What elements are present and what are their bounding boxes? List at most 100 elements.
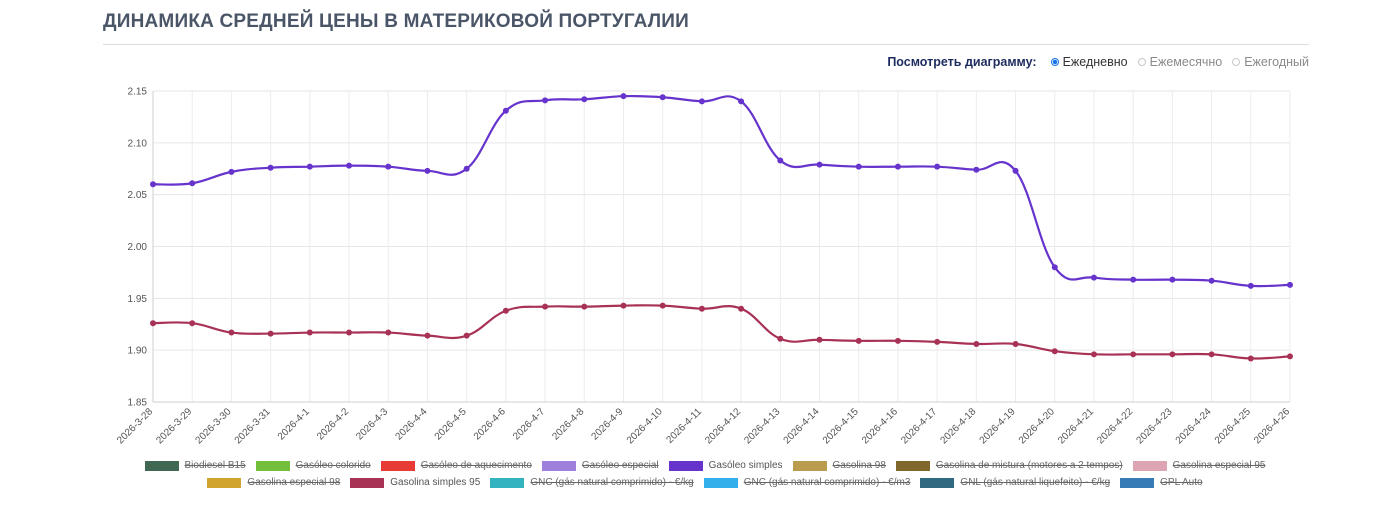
radio-monthly-label[interactable]: Ежемесячно <box>1149 55 1223 69</box>
x-tick-label: 2026-4-16 <box>860 406 900 446</box>
radio-yearly[interactable]: Ежегодный <box>1232 55 1309 69</box>
legend-swatch[interactable] <box>490 477 525 488</box>
data-point <box>150 181 156 188</box>
legend-label[interactable]: Gasóleo especial <box>581 460 659 471</box>
data-point <box>267 330 274 337</box>
legend-swatch[interactable] <box>920 477 955 488</box>
radio-daily[interactable]: Ежедневно <box>1050 55 1128 69</box>
radio-yearly-label[interactable]: Ежегодный <box>1244 55 1309 69</box>
radio-monthly[interactable]: Ежемесячно <box>1137 55 1223 69</box>
series-line <box>152 304 1291 360</box>
legend-item[interactable]: Gasóleo de aquecimento <box>380 460 532 471</box>
legend-label[interactable]: Gasóleo colorido <box>295 460 371 471</box>
radio-daily-dot[interactable] <box>1050 58 1059 66</box>
legend-label[interactable]: Gasóleo simples <box>708 460 783 471</box>
data-point <box>424 167 431 174</box>
data-point <box>816 161 823 168</box>
legend-swatch[interactable] <box>207 477 242 488</box>
y-tick-label: 1.95 <box>128 294 148 305</box>
y-tick-label: 2.10 <box>128 138 148 149</box>
data-point <box>894 337 901 344</box>
legend-item[interactable]: Gasolina de mistura (motores a 2 tempos) <box>895 460 1123 471</box>
legend-label[interactable]: GNL (gás natural liquefeito) - €/kg <box>960 477 1111 488</box>
x-tick-label: 2026-4-25 <box>1213 406 1253 446</box>
data-point <box>777 157 784 164</box>
legend-swatch[interactable] <box>792 460 827 471</box>
data-point <box>1051 348 1058 355</box>
legend-item[interactable]: Gasolina especial 95 <box>1132 460 1266 471</box>
legend-swatch[interactable] <box>703 477 738 488</box>
x-tick-label: 2026-4-18 <box>938 406 978 446</box>
legend-label[interactable]: Gasolina especial 95 <box>1172 460 1266 471</box>
legend-item[interactable]: Gasóleo especial <box>541 460 659 471</box>
legend-swatch[interactable] <box>1120 477 1155 488</box>
data-point <box>973 340 980 347</box>
legend-item[interactable]: Biodiesel B15 <box>144 460 246 471</box>
x-tick-label: 2026-4-4 <box>393 406 429 442</box>
legend-label[interactable]: GNC (gás natural comprimido) - €/kg <box>530 477 694 488</box>
x-tick-label: 2026-4-7 <box>511 406 547 442</box>
legend-label[interactable]: Gasolina simples 95 <box>390 477 481 488</box>
x-tick-label: 2026-4-14 <box>782 406 822 446</box>
legend-item[interactable]: Gasóleo simples <box>668 460 783 471</box>
x-tick-label: 2026-4-3 <box>354 406 390 442</box>
radio-daily-label[interactable]: Ежедневно <box>1062 55 1128 69</box>
data-point <box>228 168 235 175</box>
title-divider <box>103 44 1309 45</box>
legend-item[interactable]: GNC (gás natural comprimido) - €/kg <box>490 477 694 488</box>
data-point <box>581 303 588 310</box>
legend-item[interactable]: GNC (gás natural comprimido) - €/m3 <box>703 477 911 488</box>
data-point <box>1130 276 1137 283</box>
view-toggle-label: Посмотреть диаграмму: <box>887 55 1037 69</box>
legend-swatch[interactable] <box>144 460 179 471</box>
legend-item[interactable]: Gasóleo colorido <box>255 460 371 471</box>
data-point <box>306 329 313 336</box>
data-point <box>385 163 392 170</box>
legend-label[interactable]: Gasolina de mistura (motores a 2 tempos) <box>935 460 1123 471</box>
radio-yearly-dot[interactable] <box>1232 58 1241 66</box>
series-line <box>152 94 1291 288</box>
legend-item[interactable]: Gasolina especial 98 <box>207 477 340 488</box>
legend-label[interactable]: Biodiesel B15 <box>184 460 246 471</box>
chart-legend: Biodiesel B15 Gasóleo colorido Gasóleo de … <box>144 460 1266 494</box>
legend-swatch[interactable] <box>380 460 415 471</box>
legend-label[interactable]: GPL Auto <box>1160 477 1203 488</box>
legend-swatch[interactable] <box>668 460 703 471</box>
legend-item[interactable]: Gasolina simples 95 <box>350 477 480 488</box>
data-point <box>934 163 941 170</box>
x-tick-label: 2026-4-22 <box>1095 406 1135 446</box>
radio-monthly-dot[interactable] <box>1137 58 1146 66</box>
data-point <box>1090 274 1097 281</box>
legend-swatch[interactable] <box>350 477 385 488</box>
data-point <box>502 307 509 314</box>
legend-label[interactable]: Gasóleo de aquecimento <box>420 460 532 471</box>
data-point <box>855 337 862 344</box>
data-point <box>463 165 470 172</box>
legend-swatch[interactable] <box>895 460 930 471</box>
legend-label[interactable]: GNC (gás natural comprimido) - €/m3 <box>743 477 911 488</box>
x-tick-label: 2026-3-28 <box>115 406 155 446</box>
x-tick-label: 2026-4-19 <box>978 406 1018 446</box>
legend-item[interactable]: Gasolina 98 <box>792 460 886 471</box>
legend-swatch[interactable] <box>541 460 576 471</box>
data-point <box>620 93 627 100</box>
legend-item[interactable]: GPL Auto <box>1120 477 1203 488</box>
legend-item[interactable]: GNL (gás natural liquefeito) - €/kg <box>920 477 1110 488</box>
data-point <box>542 303 549 310</box>
y-tick-label: 2.15 <box>128 87 148 98</box>
y-tick-label: 1.85 <box>128 398 148 409</box>
data-point <box>1169 276 1176 283</box>
x-tick-label: 2026-3-29 <box>154 406 194 446</box>
x-tick-label: 2026-4-12 <box>703 406 743 446</box>
legend-row: Gasolina especial 98 Gasolina simples 95 G… <box>150 477 1260 488</box>
data-point <box>620 302 627 309</box>
x-tick-label: 2026-4-5 <box>433 406 469 442</box>
data-point <box>463 332 470 339</box>
legend-label[interactable]: Gasolina especial 98 <box>247 477 341 488</box>
legend-swatch[interactable] <box>255 460 290 471</box>
legend-label[interactable]: Gasolina 98 <box>832 460 886 471</box>
legend-swatch[interactable] <box>1132 460 1167 471</box>
x-tick-label: 2026-4-8 <box>550 406 586 442</box>
data-point <box>738 98 745 105</box>
